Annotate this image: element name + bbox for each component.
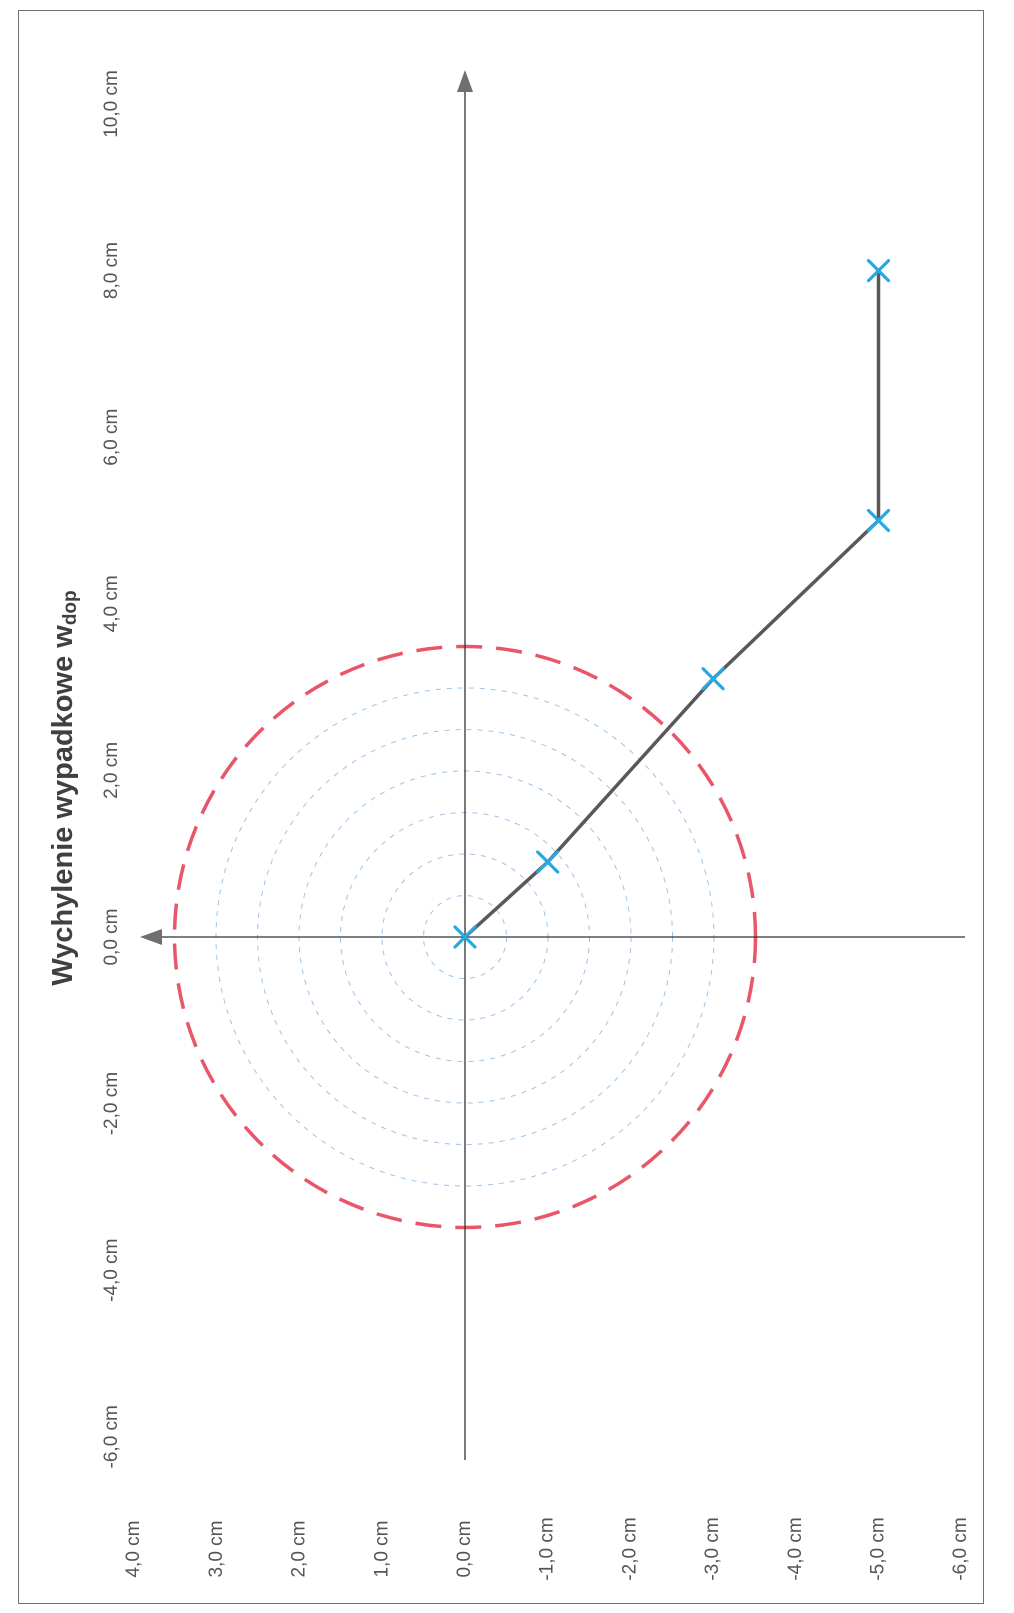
marker-stroke <box>866 259 891 283</box>
chart-frame <box>18 10 984 1604</box>
horizontal-tick-label: 1,0 cm <box>371 1520 392 1577</box>
vertical-tick-label: 2,0 cm <box>101 742 122 799</box>
horizontal-tick-label: 0,0 cm <box>454 1520 475 1577</box>
chart-title-text: Wychylenie wypadkowe wdop <box>47 590 81 985</box>
vertical-tick-label: 10,0 cm <box>101 70 122 138</box>
marker-stroke <box>701 667 725 691</box>
data-point-marker <box>701 667 725 691</box>
marker-stroke <box>453 925 477 949</box>
horizontal-tick-label: 4,0 cm <box>123 1520 144 1577</box>
vertical-axis-tick-labels: -6,0 cm -4,0 cm -2,0 cm 0,0 cm 2,0 cm 4,0 cm 6… <box>101 70 122 1468</box>
horizontal-tick-label: -3,0 cm <box>702 1517 723 1580</box>
data-series <box>453 259 891 949</box>
horizontal-tick-label: -1,0 cm <box>537 1517 558 1580</box>
vertical-tick-label: 6,0 cm <box>101 409 122 466</box>
horizontal-axis-arrowhead <box>140 929 162 945</box>
horizontal-tick-label: -5,0 cm <box>868 1517 889 1580</box>
horizontal-tick-label: -4,0 cm <box>785 1517 806 1580</box>
series-line <box>463 270 881 939</box>
vertical-tick-label: -2,0 cm <box>101 1072 122 1135</box>
vertical-tick-label: -6,0 cm <box>101 1405 122 1468</box>
vertical-tick-label: 8,0 cm <box>101 242 122 299</box>
horizontal-axis-tick-labels: -6,0 cm -5,0 cm -4,0 cm -3,0 cm -2,0 cm -1,0 … <box>123 1517 971 1580</box>
marker-stroke <box>536 850 560 874</box>
vertical-tick-label: 4,0 cm <box>101 575 122 632</box>
data-point-marker <box>536 850 560 874</box>
chart-title: Wychylenie wypadkowe wdop <box>47 590 81 985</box>
axes <box>140 70 965 1460</box>
horizontal-tick-label: 3,0 cm <box>206 1520 227 1577</box>
vertical-tick-label: -4,0 cm <box>101 1239 122 1302</box>
horizontal-tick-label: -2,0 cm <box>619 1517 640 1580</box>
horizontal-tick-label: -6,0 cm <box>950 1517 971 1580</box>
chart-title-subscript: dop <box>60 590 81 625</box>
horizontal-tick-label: 2,0 cm <box>289 1520 310 1577</box>
chart-title-main: Wychylenie wypadkowe w <box>47 625 79 986</box>
data-point-marker <box>866 508 891 533</box>
vertical-tick-label: 0,0 cm <box>101 908 122 965</box>
vertical-axis-arrowhead <box>457 70 473 92</box>
marker-stroke <box>866 508 891 533</box>
data-point-marker <box>866 259 891 283</box>
data-point-marker <box>453 925 477 949</box>
